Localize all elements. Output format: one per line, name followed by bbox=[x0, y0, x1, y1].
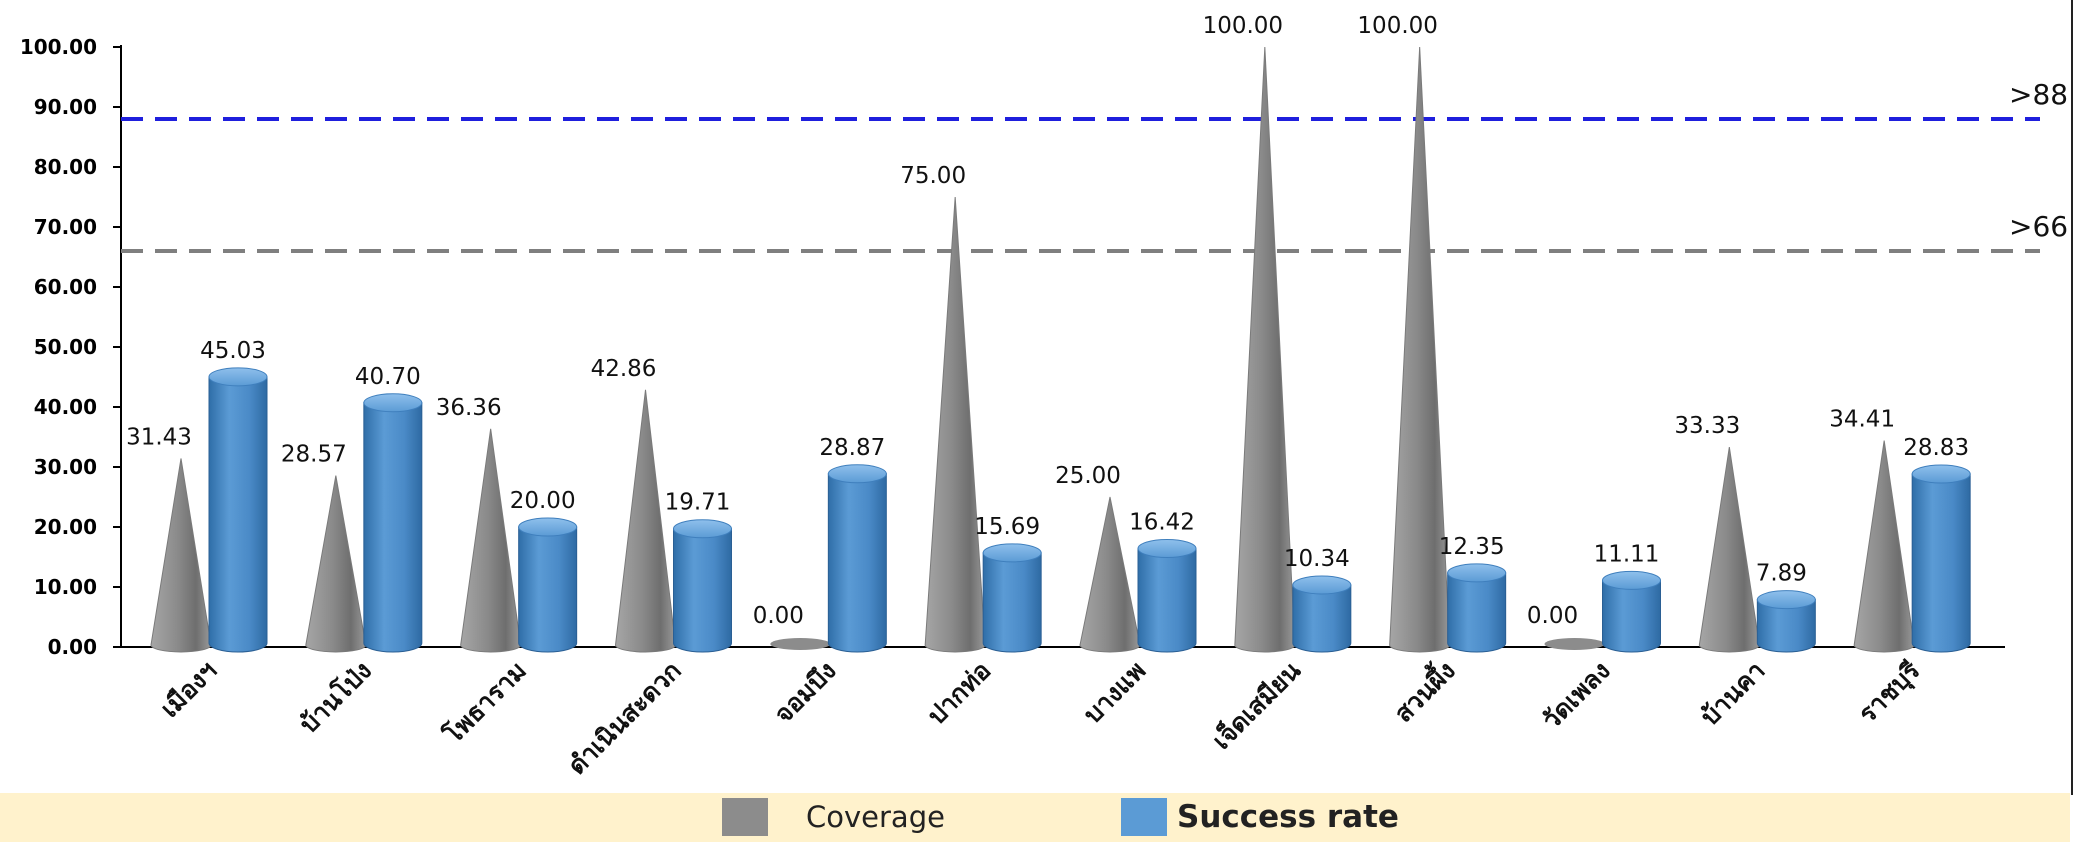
coverage-cone bbox=[1853, 440, 1915, 653]
coverage-cone bbox=[305, 475, 367, 653]
y-tick-label: 10.00 bbox=[34, 575, 97, 599]
coverage-data-label: 0.00 bbox=[1527, 603, 1578, 629]
legend-item-success-rate: Success rate bbox=[1121, 796, 1399, 838]
chart-frame-edge bbox=[2071, 0, 2073, 795]
reference-lines-layer: >88 >66 bbox=[121, 78, 2068, 253]
legend-item-coverage: Coverage bbox=[722, 796, 945, 838]
success-rate-cylinder bbox=[208, 376, 268, 653]
coverage-data-label: 25.00 bbox=[1055, 463, 1121, 489]
coverage-cone bbox=[924, 196, 986, 653]
coverage-data-label: 28.57 bbox=[281, 442, 347, 468]
success-rate-data-label: 7.89 bbox=[1756, 561, 1807, 587]
success-rate-cylinder bbox=[1292, 584, 1352, 653]
coverage-cone bbox=[614, 389, 677, 653]
success-rate-cylinder-top bbox=[1911, 464, 1971, 484]
coverage-data-label: 42.86 bbox=[591, 356, 657, 382]
success-rate-data-label: 28.83 bbox=[1903, 435, 1969, 461]
success-rate-cylinder-top bbox=[518, 517, 578, 537]
success-rate-cylinder-top bbox=[1292, 575, 1352, 595]
y-tick-label: 90.00 bbox=[34, 95, 97, 119]
coverage-data-label: 31.43 bbox=[126, 424, 192, 450]
success-rate-data-label: 19.71 bbox=[665, 490, 731, 516]
coverage-cone bbox=[1389, 46, 1451, 653]
success-rate-data-label: 20.00 bbox=[510, 488, 576, 514]
success-rate-cylinder bbox=[827, 473, 887, 653]
x-category-label: สวนผึ้ง bbox=[1385, 652, 1461, 728]
x-category-label: บางแพ bbox=[1078, 656, 1151, 729]
coverage-cone bbox=[150, 458, 212, 653]
coverage-cone bbox=[460, 428, 522, 653]
legend-swatch-coverage bbox=[722, 798, 768, 836]
y-tick-label: 20.00 bbox=[34, 515, 97, 539]
x-category-label: บ้านคา bbox=[1695, 656, 1770, 731]
x-category-label: ราชบุรี bbox=[1853, 655, 1927, 729]
x-category-label: ดำเนินสะดวก bbox=[562, 656, 687, 781]
success-rate-data-label: 11.11 bbox=[1594, 541, 1660, 567]
reference-line-label: >88 bbox=[2009, 78, 2068, 111]
success-rate-data-label: 16.42 bbox=[1129, 509, 1195, 535]
success-rate-cylinder bbox=[1756, 599, 1816, 653]
success-rate-data-label: 45.03 bbox=[200, 338, 266, 364]
success-rate-cylinder-top bbox=[363, 393, 423, 413]
y-tick-label: 100.00 bbox=[20, 35, 97, 59]
coverage-data-label: 36.36 bbox=[436, 395, 502, 421]
x-category-label: โพธาราม bbox=[437, 655, 532, 750]
success-rate-cylinder bbox=[363, 402, 423, 653]
reference-line-label: >66 bbox=[2009, 210, 2068, 243]
coverage-cone bbox=[1544, 638, 1605, 650]
success-rate-cylinder-top bbox=[982, 543, 1042, 563]
x-category-label: ปากท่อ bbox=[922, 656, 997, 731]
coverage-data-label: 34.41 bbox=[1829, 407, 1895, 433]
legend-label-success-rate: Success rate bbox=[1177, 799, 1399, 835]
success-rate-cylinder bbox=[1911, 473, 1971, 653]
success-rate-cylinder bbox=[673, 528, 732, 653]
legend: Coverage Success rate bbox=[0, 793, 2070, 842]
legend-swatch-success-rate bbox=[1121, 798, 1167, 836]
success-rate-cylinder bbox=[982, 552, 1042, 653]
success-rate-cylinder bbox=[1602, 579, 1661, 653]
y-tick-label: 70.00 bbox=[34, 215, 97, 239]
coverage-data-label: 0.00 bbox=[753, 603, 804, 629]
x-category-label: บ้านโป่ง bbox=[293, 655, 377, 739]
success-rate-cylinder-top bbox=[1447, 563, 1507, 583]
y-tick-label: 60.00 bbox=[34, 275, 97, 299]
y-tick-label: 0.00 bbox=[48, 635, 97, 659]
success-rate-cylinder bbox=[1137, 547, 1197, 653]
success-rate-cylinder-top bbox=[1602, 570, 1661, 590]
y-tick-label: 80.00 bbox=[34, 155, 97, 179]
x-category-label: เจ็ดเสมียน bbox=[1206, 655, 1306, 755]
success-rate-cylinder-top bbox=[673, 519, 732, 539]
success-rate-cylinder-top bbox=[208, 367, 268, 387]
success-rate-data-label: 10.34 bbox=[1284, 546, 1350, 572]
y-tick-label: 50.00 bbox=[34, 335, 97, 359]
marks-layer bbox=[150, 46, 1971, 653]
y-tick-label: 40.00 bbox=[34, 395, 97, 419]
success-rate-cylinder-top bbox=[1756, 590, 1816, 610]
success-rate-data-label: 15.69 bbox=[974, 514, 1040, 540]
success-rate-cylinder bbox=[518, 526, 578, 653]
success-rate-cylinder-top bbox=[827, 464, 887, 484]
coverage-data-label: 100.00 bbox=[1357, 13, 1437, 39]
success-rate-cylinder-top bbox=[1137, 538, 1197, 558]
coverage-data-label: 33.33 bbox=[1674, 413, 1740, 439]
coverage-data-label: 100.00 bbox=[1203, 13, 1283, 39]
x-category-label: วัดเพลง bbox=[1537, 656, 1616, 735]
coverage-cone bbox=[1698, 446, 1760, 653]
success-rate-cylinder bbox=[1447, 572, 1507, 653]
axes-layer: 0.00 10.00 20.00 30.00 40.00 50.00 60.00 70.00 8… bbox=[20, 35, 2005, 659]
coverage-cone bbox=[770, 638, 831, 650]
y-tick-label: 30.00 bbox=[34, 455, 97, 479]
coverage-data-label: 75.00 bbox=[900, 163, 966, 189]
success-rate-data-label: 12.35 bbox=[1439, 534, 1505, 560]
x-category-label: จอมบึง bbox=[769, 656, 842, 729]
success-rate-data-label: 40.70 bbox=[355, 364, 421, 390]
x-category-label: เมืองฯ bbox=[155, 656, 222, 723]
success-rate-data-label: 28.87 bbox=[819, 435, 885, 461]
legend-label-coverage: Coverage bbox=[806, 800, 945, 834]
